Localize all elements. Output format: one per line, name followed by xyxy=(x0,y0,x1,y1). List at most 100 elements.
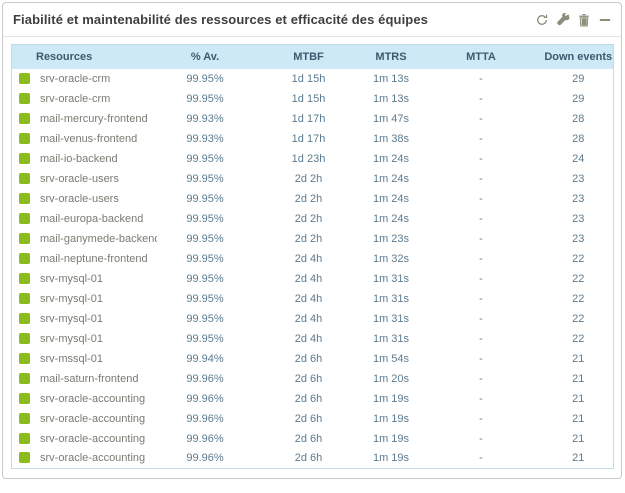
column-header-mtrs: MTRS xyxy=(363,44,419,69)
status-up-icon xyxy=(19,72,30,84)
status-up-icon xyxy=(19,352,30,364)
resource-name: srv-oracle-accounting xyxy=(40,452,146,465)
down-events-cell: 29 xyxy=(543,88,614,109)
down-events-cell: 23 xyxy=(543,208,614,229)
table-row: srv-oracle-accounting 99.96% 2d 6h 1m 19… xyxy=(11,448,614,469)
resource-cell: srv-oracle-crm xyxy=(11,68,157,89)
mtbf-cell: 2d 2h xyxy=(253,208,364,229)
mtta-cell: - xyxy=(418,228,544,249)
down-events-cell: 21 xyxy=(543,408,614,429)
mtbf-cell: 2d 6h xyxy=(253,388,364,409)
mtbf-cell: 2d 6h xyxy=(253,428,364,449)
availability-cell: 99.95% xyxy=(156,88,254,109)
resource-cell: srv-oracle-accounting xyxy=(11,388,157,409)
mtta-cell: - xyxy=(418,388,544,409)
mtbf-cell: 1d 15h xyxy=(253,88,364,109)
mtrs-cell: 1m 23s xyxy=(363,228,419,249)
status-up-icon xyxy=(19,212,30,224)
mtrs-cell: 1m 31s xyxy=(363,288,419,309)
mtbf-cell: 1d 23h xyxy=(253,148,364,169)
table-row: mail-ganymede-backend 99.95% 2d 2h 1m 23… xyxy=(11,228,614,249)
mtta-cell: - xyxy=(418,428,544,449)
availability-cell: 99.95% xyxy=(156,148,254,169)
resource-cell: srv-mysql-01 xyxy=(11,268,157,289)
mtrs-cell: 1m 31s xyxy=(363,308,419,329)
status-up-icon xyxy=(19,312,30,324)
mtrs-cell: 1m 38s xyxy=(363,128,419,149)
resource-name: mail-neptune-frontend xyxy=(40,252,148,265)
mtta-cell: - xyxy=(418,208,544,229)
resource-name: srv-oracle-crm xyxy=(40,92,111,105)
resource-name: srv-oracle-accounting xyxy=(40,412,146,425)
down-events-cell: 24 xyxy=(543,148,614,169)
mtta-cell: - xyxy=(418,268,544,289)
column-header-availability: % Av. xyxy=(156,44,254,69)
status-up-icon xyxy=(19,232,30,244)
mtbf-cell: 2d 4h xyxy=(253,288,364,309)
availability-cell: 99.95% xyxy=(156,328,254,349)
table-row: srv-mysql-01 99.95% 2d 4h 1m 31s - 22 xyxy=(11,288,614,309)
resource-name: mail-europa-backend xyxy=(40,212,144,225)
status-up-icon xyxy=(19,432,30,444)
availability-cell: 99.93% xyxy=(156,128,254,149)
refresh-icon[interactable] xyxy=(535,13,549,27)
trash-icon[interactable] xyxy=(577,13,591,27)
status-up-icon xyxy=(19,132,30,144)
resource-name: srv-mysql-01 xyxy=(40,312,103,325)
availability-cell: 99.96% xyxy=(156,408,254,429)
table-row: srv-mysql-01 99.95% 2d 4h 1m 31s - 22 xyxy=(11,308,614,329)
resource-name: srv-mysql-01 xyxy=(40,332,103,345)
mtta-cell: - xyxy=(418,168,544,189)
availability-cell: 99.96% xyxy=(156,448,254,469)
column-header-resources: Resources xyxy=(11,44,157,69)
mtta-cell: - xyxy=(418,308,544,329)
resource-name: srv-oracle-users xyxy=(40,192,119,205)
table-row: srv-oracle-users 99.95% 2d 2h 1m 24s - 2… xyxy=(11,188,614,209)
status-up-icon xyxy=(19,172,30,184)
down-events-cell: 23 xyxy=(543,228,614,249)
resource-cell: mail-mercury-frontend xyxy=(11,108,157,129)
mtrs-cell: 1m 24s xyxy=(363,208,419,229)
mtta-cell: - xyxy=(418,128,544,149)
down-events-cell: 21 xyxy=(543,448,614,469)
resource-name: srv-mysql-01 xyxy=(40,292,103,305)
status-up-icon xyxy=(19,192,30,204)
resource-name: mail-mercury-frontend xyxy=(40,112,148,125)
resource-cell: srv-mysql-01 xyxy=(11,328,157,349)
availability-cell: 99.95% xyxy=(156,168,254,189)
resource-name: mail-ganymede-backend xyxy=(40,232,157,245)
status-up-icon xyxy=(19,412,30,424)
mtbf-cell: 2d 4h xyxy=(253,248,364,269)
resource-cell: srv-oracle-accounting xyxy=(11,428,157,449)
resource-cell: srv-oracle-accounting xyxy=(11,408,157,429)
down-events-cell: 21 xyxy=(543,348,614,369)
wrench-icon[interactable] xyxy=(556,12,570,27)
mtrs-cell: 1m 24s xyxy=(363,168,419,189)
mtrs-cell: 1m 19s xyxy=(363,408,419,429)
mtrs-cell: 1m 19s xyxy=(363,388,419,409)
mtta-cell: - xyxy=(418,448,544,469)
mtta-cell: - xyxy=(418,328,544,349)
mtta-cell: - xyxy=(418,68,544,89)
mtrs-cell: 1m 31s xyxy=(363,328,419,349)
widget-titlebar: Fiabilité et maintenabilité des ressourc… xyxy=(3,3,621,37)
mtbf-cell: 2d 6h xyxy=(253,368,364,389)
table-row: srv-oracle-crm 99.95% 1d 15h 1m 13s - 29 xyxy=(11,88,614,109)
table-row: mail-saturn-frontend 99.96% 2d 6h 1m 20s… xyxy=(11,368,614,389)
mtrs-cell: 1m 24s xyxy=(363,148,419,169)
mtta-cell: - xyxy=(418,368,544,389)
resource-name: srv-mssql-01 xyxy=(40,352,103,365)
resource-name: srv-mysql-01 xyxy=(40,272,103,285)
mtbf-cell: 2d 4h xyxy=(253,308,364,329)
resource-cell: mail-io-backend xyxy=(11,148,157,169)
availability-cell: 99.95% xyxy=(156,288,254,309)
mtbf-cell: 2d 6h xyxy=(253,408,364,429)
resource-cell: srv-oracle-accounting xyxy=(11,448,157,469)
availability-cell: 99.95% xyxy=(156,248,254,269)
column-header-down-events: Down events xyxy=(543,44,614,69)
mtrs-cell: 1m 19s xyxy=(363,428,419,449)
minus-icon[interactable] xyxy=(598,13,612,27)
table-row: mail-io-backend 99.95% 1d 23h 1m 24s - 2… xyxy=(11,148,614,169)
mtbf-cell: 2d 2h xyxy=(253,168,364,189)
mtta-cell: - xyxy=(418,348,544,369)
